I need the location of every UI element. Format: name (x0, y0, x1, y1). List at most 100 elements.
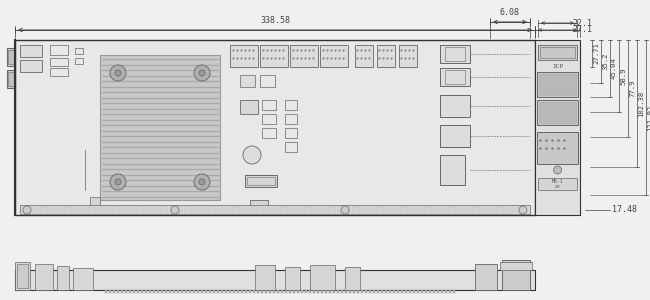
Bar (125, 290, 127, 293)
Bar (413, 290, 415, 293)
Bar (265, 290, 267, 293)
Bar (440, 125, 470, 147)
Bar (285, 100, 297, 110)
Text: 17.48: 17.48 (612, 206, 637, 214)
Bar (440, 68, 470, 86)
Bar (141, 290, 143, 293)
Bar (109, 290, 111, 293)
Bar (17, 264, 28, 288)
Bar (181, 290, 183, 293)
Bar (357, 290, 359, 293)
Bar (341, 290, 343, 293)
Bar (261, 290, 263, 293)
Bar (247, 177, 275, 185)
Bar (8, 72, 14, 86)
Bar (121, 290, 123, 293)
Bar (20, 45, 42, 57)
Text: 35.2: 35.2 (602, 53, 608, 70)
Bar (113, 290, 115, 293)
Bar (537, 132, 578, 164)
Text: 22.1: 22.1 (573, 19, 593, 28)
Bar (221, 290, 223, 293)
Bar (437, 290, 439, 293)
Bar (15, 40, 535, 215)
Bar (349, 290, 351, 293)
Bar (361, 290, 363, 293)
Bar (260, 45, 288, 67)
Bar (250, 200, 268, 210)
Bar (309, 290, 311, 293)
Bar (329, 290, 331, 293)
Bar (538, 45, 577, 60)
Bar (245, 175, 277, 187)
Bar (201, 290, 203, 293)
Circle shape (243, 146, 261, 164)
Circle shape (554, 166, 562, 174)
Bar (538, 178, 577, 190)
Bar (262, 114, 276, 124)
Bar (20, 60, 42, 72)
Bar (333, 290, 335, 293)
Text: 338.58: 338.58 (260, 16, 290, 25)
Bar (539, 102, 576, 123)
Bar (353, 290, 355, 293)
Bar (100, 55, 220, 200)
Text: 121.92: 121.92 (647, 104, 650, 130)
Circle shape (115, 179, 121, 185)
Bar (213, 290, 215, 293)
Bar (7, 70, 15, 88)
Bar (173, 290, 175, 293)
Bar (8, 50, 14, 64)
Bar (445, 290, 447, 293)
Bar (535, 40, 580, 215)
Bar (397, 290, 399, 293)
Circle shape (171, 206, 179, 214)
Bar (73, 268, 93, 290)
Bar (269, 290, 271, 293)
Text: 58.9: 58.9 (620, 67, 626, 85)
Bar (225, 290, 227, 293)
Bar (230, 45, 258, 67)
Bar (440, 45, 470, 63)
Bar (293, 290, 295, 293)
Bar (35, 264, 53, 290)
Bar (337, 290, 339, 293)
Text: 45.04: 45.04 (611, 58, 617, 80)
Bar (153, 290, 155, 293)
Bar (15, 262, 30, 290)
Bar (417, 290, 419, 293)
Bar (429, 290, 431, 293)
Bar (277, 290, 279, 293)
Bar (75, 58, 83, 64)
Bar (241, 290, 243, 293)
Bar (157, 290, 159, 293)
Bar (310, 265, 335, 290)
Bar (537, 72, 578, 97)
Bar (50, 45, 68, 55)
Bar (377, 290, 379, 293)
Bar (445, 70, 465, 84)
Text: MS-1
xx: MS-1 xx (552, 178, 564, 189)
Circle shape (519, 206, 527, 214)
Bar (255, 265, 275, 290)
Bar (421, 290, 423, 293)
Circle shape (199, 70, 205, 76)
Bar (253, 290, 255, 293)
Bar (289, 290, 291, 293)
Circle shape (115, 70, 121, 76)
Bar (325, 290, 327, 293)
Bar (249, 290, 251, 293)
Bar (425, 290, 427, 293)
Bar (401, 290, 403, 293)
Bar (393, 290, 395, 293)
Bar (405, 290, 407, 293)
Bar (205, 290, 207, 293)
Circle shape (23, 206, 31, 214)
Bar (475, 264, 497, 290)
Bar (381, 290, 383, 293)
Circle shape (194, 65, 210, 81)
Bar (385, 290, 387, 293)
Bar (217, 290, 219, 293)
Bar (369, 290, 371, 293)
Bar (20, 205, 530, 214)
